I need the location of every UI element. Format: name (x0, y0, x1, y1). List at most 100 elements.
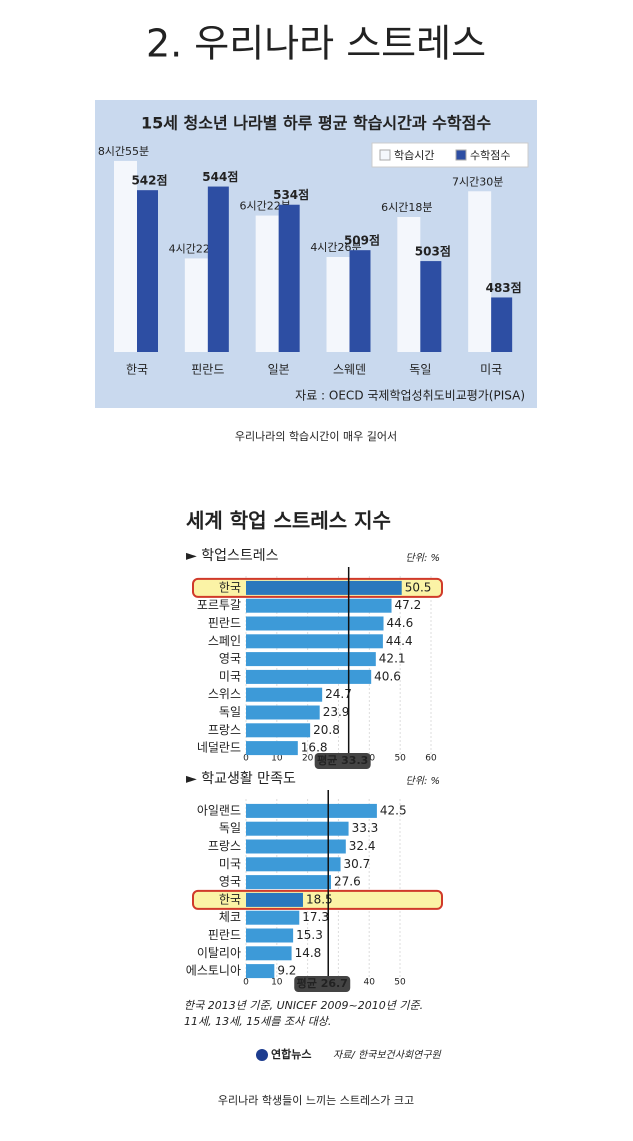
data-label: 24.7 (325, 687, 352, 701)
bar (246, 928, 294, 943)
data-label: 27.6 (334, 875, 361, 889)
y-tick-label: 핀란드 (208, 616, 241, 630)
page-title: 2. 우리나라 스트레스 (146, 22, 486, 66)
bar (397, 217, 421, 352)
x-tick-label: 10 (271, 754, 283, 764)
data-label: 30.7 (344, 857, 371, 871)
data-label: 15.3 (296, 928, 323, 942)
y-tick-label: 포르투갈 (197, 598, 241, 612)
bar (246, 910, 300, 925)
y-tick-label: 한국 (219, 892, 241, 906)
y-tick-label: 체코 (219, 910, 241, 924)
panel-subtitle: ► 학업스트레스 (186, 548, 279, 564)
data-label: 16.8 (301, 741, 328, 755)
data-label: 534점 (273, 187, 309, 202)
x-tick-label: 핀란드 (191, 363, 224, 377)
bar (137, 190, 158, 352)
data-label: 42.1 (379, 652, 406, 666)
bar (246, 839, 346, 854)
average-label: 평균 26.7 (297, 976, 348, 990)
y-tick-label: 핀란드 (208, 928, 241, 942)
legend-swatch (455, 149, 467, 161)
unit-label: 단위: % (406, 775, 440, 787)
legend-label: 학습시간 (394, 149, 434, 162)
bar (246, 687, 323, 702)
bar (246, 723, 311, 738)
brand: 연합뉴스 (271, 1047, 311, 1061)
bar (246, 580, 402, 595)
x-tick-label: 60 (425, 754, 437, 764)
bar (491, 297, 513, 352)
data-label: 40.6 (374, 669, 401, 683)
brand-logo (256, 1049, 268, 1061)
x-tick-label: 0 (243, 754, 249, 764)
data-label: 23.9 (323, 705, 350, 719)
y-tick-label: 네덜란드 (197, 741, 241, 755)
x-tick-label: 스웨덴 (333, 363, 366, 377)
data-label: 483점 (486, 280, 522, 295)
bar (246, 598, 392, 613)
data-label: 18.5 (306, 892, 333, 906)
data-label: 20.8 (313, 723, 340, 737)
y-tick-label: 아일랜드 (197, 803, 241, 817)
y-tick-label: 미국 (219, 857, 241, 871)
legend-box (371, 142, 529, 168)
data-label: 509점 (344, 233, 380, 248)
caption: 우리나라의 학습시간이 매우 길어서 (235, 430, 397, 443)
average-label-box (314, 753, 371, 769)
source: 자료/ 한국보건사회연구원 (333, 1049, 442, 1061)
bar (246, 741, 298, 756)
data-label: 503점 (415, 244, 451, 259)
data-label: 544점 (202, 169, 238, 184)
bar (246, 946, 292, 961)
data-label: 4시간22분 (169, 242, 220, 255)
data-label: 44.6 (387, 616, 414, 630)
bar (246, 634, 383, 649)
data-label: 7시간30분 (452, 175, 503, 188)
data-label: 33.3 (352, 821, 379, 835)
y-tick-label: 프랑스 (208, 839, 241, 853)
x-tick-label: 50 (394, 754, 406, 764)
bar (468, 191, 492, 352)
average-label-box (294, 976, 351, 992)
bar (246, 821, 349, 836)
chart1-title: 15세 청소년 나라별 하루 평균 학습시간과 수학점수 (141, 114, 491, 133)
data-label: 32.4 (349, 839, 376, 853)
bar (246, 964, 275, 979)
note: 11세, 13세, 15세를 조사 대상. (184, 1015, 331, 1028)
bar (246, 652, 376, 667)
y-tick-label: 스위스 (208, 687, 241, 701)
x-tick-label: 한국 (126, 363, 148, 377)
caption: 우리나라 학생들이 느끼는 스트레스가 크고 (218, 1094, 414, 1107)
data-label: 47.2 (395, 598, 422, 612)
note: 한국 2013년 기준, UNICEF 2009~2010년 기준. (184, 999, 423, 1012)
legend-label: 수학점수 (470, 149, 510, 162)
chart1-source: 자료 : OECD 국제학업성취도비교평가(PISA) (295, 389, 525, 403)
y-tick-label: 영국 (219, 652, 241, 666)
y-tick-label: 영국 (219, 875, 241, 889)
y-tick-label: 독일 (219, 705, 241, 719)
data-label: 50.5 (405, 580, 432, 594)
average-label: 평균 33.3 (317, 753, 368, 767)
data-label: 8시간55분 (98, 145, 149, 158)
chart2-title: 세계 학업 스트레스 지수 (186, 509, 391, 533)
unit-label: 단위: % (406, 552, 440, 564)
x-tick-label: 0 (243, 978, 249, 988)
bar (184, 258, 208, 352)
bar (246, 803, 377, 818)
data-label: 9.2 (277, 964, 296, 978)
data-label: 42.5 (380, 803, 407, 817)
bar (255, 215, 279, 352)
data-label: 14.8 (295, 946, 322, 960)
x-tick-label: 미국 (480, 363, 502, 377)
bar (246, 616, 384, 631)
bar (246, 892, 303, 907)
bar (246, 705, 320, 720)
y-tick-label: 한국 (219, 580, 241, 594)
legend-swatch (379, 149, 391, 161)
x-tick-label: 10 (271, 978, 283, 988)
bar (246, 669, 372, 684)
data-label: 4시간26분 (310, 241, 361, 254)
y-tick-label: 스페인 (208, 634, 241, 648)
